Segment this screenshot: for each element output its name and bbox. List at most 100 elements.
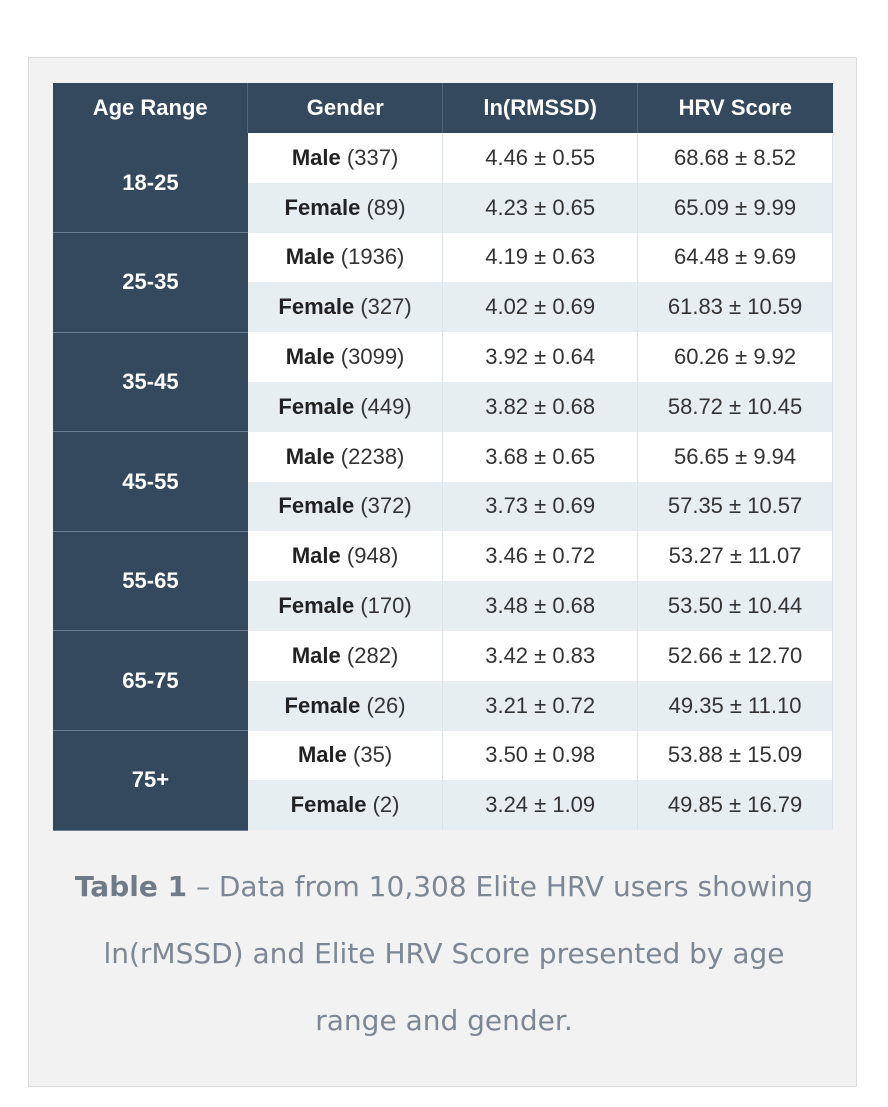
gender: Female (278, 393, 355, 419)
gender: Male (297, 742, 347, 768)
table-row: 35-45 Male (3099) 3.92 ± 0.64 60.26 ± 9.92 (53, 332, 833, 433)
hrv-score-cell: 53.88 ± 15.09 (637, 730, 833, 781)
table-row: Female (372) 3.73 ± 0.69 57.35 ± 10.57 (53, 481, 833, 532)
gender-cell: Female (89) (247, 182, 444, 233)
hrv-score-cell: 53.50 ± 10.44 (637, 581, 833, 631)
ln-rmssd-cell: 3.42 ± 0.83 (442, 630, 639, 681)
hrv-score-cell: 65.09 ± 9.99 (637, 182, 833, 233)
hrv-score-cell: 56.65 ± 9.94 (637, 431, 833, 482)
gender-cell: Male (3099) (247, 332, 444, 382)
gender-cell: Female (26) (247, 680, 444, 731)
gender: Female (278, 493, 355, 519)
gender: Male (291, 144, 341, 170)
gender: Female (290, 792, 367, 818)
sample-count: (2238) (340, 443, 405, 469)
column-header: Gender (247, 83, 444, 133)
sample-count: (2) (372, 792, 400, 818)
hrv-score-cell: 58.72 ± 10.45 (637, 381, 833, 432)
gender: Male (285, 344, 335, 370)
gender: Male (285, 443, 335, 469)
gender: Female (278, 294, 355, 320)
age-range-cell: 65-75 (53, 630, 248, 732)
header-row: Age Range Gender ln(RMSSD) HRV Score (53, 83, 833, 133)
gender: Male (291, 642, 341, 668)
age-range-cell: 75+ (53, 730, 248, 831)
gender: Female (284, 194, 361, 220)
ln-rmssd-cell: 3.21 ± 0.72 (442, 680, 639, 731)
ln-rmssd-cell: 3.92 ± 0.64 (442, 332, 639, 382)
gender-cell: Female (2) (247, 780, 444, 831)
table-row: 45-55 Male (2238) 3.68 ± 0.65 56.65 ± 9.94 (53, 431, 833, 532)
sample-count: (282) (346, 642, 399, 668)
gender-cell: Male (948) (247, 531, 444, 582)
column-header: ln(RMSSD) (442, 83, 639, 133)
sample-count: (170) (360, 593, 412, 619)
caption-text: – Data from 10,308 Elite HRV users showi… (103, 870, 814, 1037)
gender: Male (291, 543, 341, 569)
gender-cell: Female (327) (247, 282, 444, 333)
table-row: 75+ Male (35) 3.50 ± 0.98 53.88 ± 15.09 (53, 730, 833, 831)
hrv-score-cell: 68.68 ± 8.52 (637, 133, 833, 183)
hrv-score-cell: 53.27 ± 11.07 (637, 531, 833, 582)
hrv-score-cell: 49.35 ± 11.10 (637, 680, 833, 731)
column-header: HRV Score (637, 83, 833, 133)
sample-count: (372) (360, 493, 412, 519)
gender-cell: Female (449) (247, 381, 444, 432)
table-row: Female (170) 3.48 ± 0.68 53.50 ± 10.44 (53, 581, 833, 631)
table-row: Female (2) 3.24 ± 1.09 49.85 ± 16.79 (53, 780, 833, 831)
sample-count: (3099) (340, 344, 405, 370)
ln-rmssd-cell: 3.82 ± 0.68 (442, 381, 639, 432)
table-body: 18-25 Male (337) 4.46 ± 0.55 68.68 ± 8.52 Fe… (53, 133, 833, 831)
data-table: Age Range Gender ln(RMSSD) HRV Score 18-25 M… (53, 83, 833, 831)
gender-cell: Female (372) (247, 481, 444, 532)
hrv-score-cell: 52.66 ± 12.70 (637, 630, 833, 681)
hrv-score-cell: 49.85 ± 16.79 (637, 780, 833, 831)
age-range-cell: 45-55 (53, 431, 248, 532)
gender: Female (284, 692, 361, 718)
table-row: 55-65 Male (948) 3.46 ± 0.72 53.27 ± 11.07 (53, 531, 833, 632)
table-row: Female (449) 3.82 ± 0.68 58.72 ± 10.45 (53, 381, 833, 432)
ln-rmssd-cell: 4.19 ± 0.63 (442, 232, 639, 283)
table-row: Female (26) 3.21 ± 0.72 49.35 ± 11.10 (53, 680, 833, 731)
table-row: Female (327) 4.02 ± 0.69 61.83 ± 10.59 (53, 282, 833, 333)
age-range-cell: 18-25 (53, 133, 248, 234)
hrv-score-cell: 61.83 ± 10.59 (637, 282, 833, 333)
sample-count: (948) (346, 543, 399, 569)
ln-rmssd-cell: 3.46 ± 0.72 (442, 531, 639, 582)
table-row: 25-35 Male (1936) 4.19 ± 0.63 64.48 ± 9.69 (53, 232, 833, 333)
sample-count: (35) (353, 742, 393, 768)
gender-cell: Male (2238) (247, 431, 444, 482)
caption-label: Table 1 (74, 870, 188, 903)
sample-count: (89) (366, 194, 406, 220)
age-range-cell: 25-35 (53, 232, 248, 333)
gender-cell: Male (337) (247, 133, 444, 183)
sample-count: (449) (360, 393, 412, 419)
gender-cell: Male (35) (247, 730, 444, 781)
caption: Table 1 – Data from 10,308 Elite HRV use… (69, 853, 819, 1054)
sample-count: (337) (346, 144, 399, 170)
figure-box: Age Range Gender ln(RMSSD) HRV Score 18-25 M… (28, 57, 857, 1087)
ln-rmssd-cell: 3.68 ± 0.65 (442, 431, 639, 482)
ln-rmssd-cell: 3.48 ± 0.68 (442, 581, 639, 631)
ln-rmssd-cell: 3.73 ± 0.69 (442, 481, 639, 532)
age-range-cell: 35-45 (53, 332, 248, 433)
table-row: 18-25 Male (337) 4.46 ± 0.55 68.68 ± 8.52 (53, 133, 833, 234)
ln-rmssd-cell: 4.46 ± 0.55 (442, 133, 639, 183)
hrv-score-cell: 64.48 ± 9.69 (637, 232, 833, 283)
gender-cell: Male (282) (247, 630, 444, 681)
table-row: Female (89) 4.23 ± 0.65 65.09 ± 9.99 (53, 182, 833, 233)
sample-count: (26) (366, 692, 406, 718)
sample-count: (327) (360, 294, 412, 320)
age-range-cell: 55-65 (53, 531, 248, 632)
ln-rmssd-cell: 3.50 ± 0.98 (442, 730, 639, 781)
ln-rmssd-cell: 3.24 ± 1.09 (442, 780, 639, 831)
ln-rmssd-cell: 4.02 ± 0.69 (442, 282, 639, 333)
gender: Female (278, 593, 355, 619)
ln-rmssd-cell: 4.23 ± 0.65 (442, 182, 639, 233)
sample-count: (1936) (340, 244, 405, 270)
column-header: Age Range (53, 83, 249, 133)
hrv-score-cell: 60.26 ± 9.92 (637, 332, 833, 382)
gender: Male (285, 244, 335, 270)
table-row: 65-75 Male (282) 3.42 ± 0.83 52.66 ± 12.70 (53, 630, 833, 732)
